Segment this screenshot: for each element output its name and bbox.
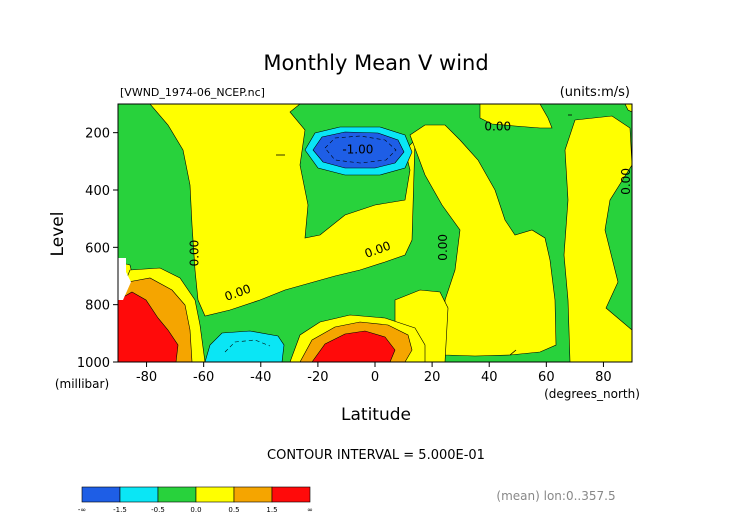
contour-label: 0.00 [188, 240, 202, 267]
y-tick-label: 400 [85, 184, 110, 199]
contour-label: 0.00 [484, 119, 511, 133]
x-axis-unit: (degrees_north) [544, 387, 640, 401]
colorbar-label: ∞ [307, 506, 313, 514]
x-tick-label: -20 [307, 370, 328, 385]
x-tick-label: -40 [250, 370, 271, 385]
colorbar-label: -∞ [78, 506, 86, 514]
shaded-field [118, 104, 632, 362]
contour-fragment-3 [509, 349, 517, 356]
region-positive-1 [149, 104, 416, 317]
x-tick-label: 20 [424, 370, 441, 385]
region-positive-4 [563, 115, 632, 362]
colorbar-label: 0.0 [190, 506, 201, 514]
contour-negative-1 [324, 135, 397, 164]
colorbar-label: -1.5 [113, 506, 127, 514]
units-label: (units:m/s) [560, 85, 630, 100]
x-tick-label: 0 [371, 370, 379, 385]
mean-label: (mean) lon:0..357.5 [496, 489, 615, 503]
y-axis-unit: (millibar) [55, 377, 109, 391]
colorbar-label: 1.5 [266, 506, 277, 514]
colorbar-swatch [271, 486, 311, 503]
colorbar-label: -0.5 [151, 506, 165, 514]
missing-data [118, 258, 131, 300]
contour-label: 0.00 [619, 168, 633, 195]
y-tick-label: 200 [85, 127, 110, 142]
y-tick-label: 1000 [77, 356, 110, 371]
region-positive-2 [409, 124, 557, 357]
colorbar-swatch [195, 486, 235, 503]
region-blue-1 [312, 131, 405, 169]
x-tick-label: 60 [538, 370, 555, 385]
contour-label: -1.00 [342, 142, 373, 156]
colorbar-swatch [81, 486, 121, 503]
x-axis: -80 -60 -40 -20 0 20 40 60 80 [136, 362, 612, 385]
chart-title: Monthly Mean V wind [263, 51, 488, 75]
region-positive-3 [479, 104, 553, 129]
contour-interval: CONTOUR INTERVAL = 5.000E-01 [267, 448, 485, 463]
colorbar: -∞ -1.5 -0.5 0.0 0.5 1.5 ∞ [78, 486, 313, 514]
colorbar-swatch [157, 486, 197, 503]
x-tick-label: 40 [481, 370, 498, 385]
y-axis-label: Level [48, 212, 68, 257]
colorbar-swatch [119, 486, 159, 503]
region-cyan-2 [204, 330, 285, 362]
region-positive-6 [624, 104, 632, 113]
file-label: [VWND_1974-06_NCEP.nc] [120, 86, 265, 99]
colorbar-swatch [233, 486, 273, 503]
region-red-2 [311, 330, 396, 362]
x-tick-label: -80 [136, 370, 157, 385]
colorbar-label: 0.5 [228, 506, 239, 514]
x-tick-label: -60 [193, 370, 214, 385]
contour-negative-2 [224, 339, 271, 353]
contour-label: 0.00 [436, 234, 450, 261]
y-axis: 200 400 600 800 1000 [77, 127, 118, 371]
y-tick-label: 600 [85, 241, 110, 256]
x-tick-label: 80 [595, 370, 612, 385]
y-tick-label: 800 [85, 299, 110, 314]
x-axis-label: Latitude [341, 405, 411, 425]
region-red-1 [118, 291, 179, 362]
